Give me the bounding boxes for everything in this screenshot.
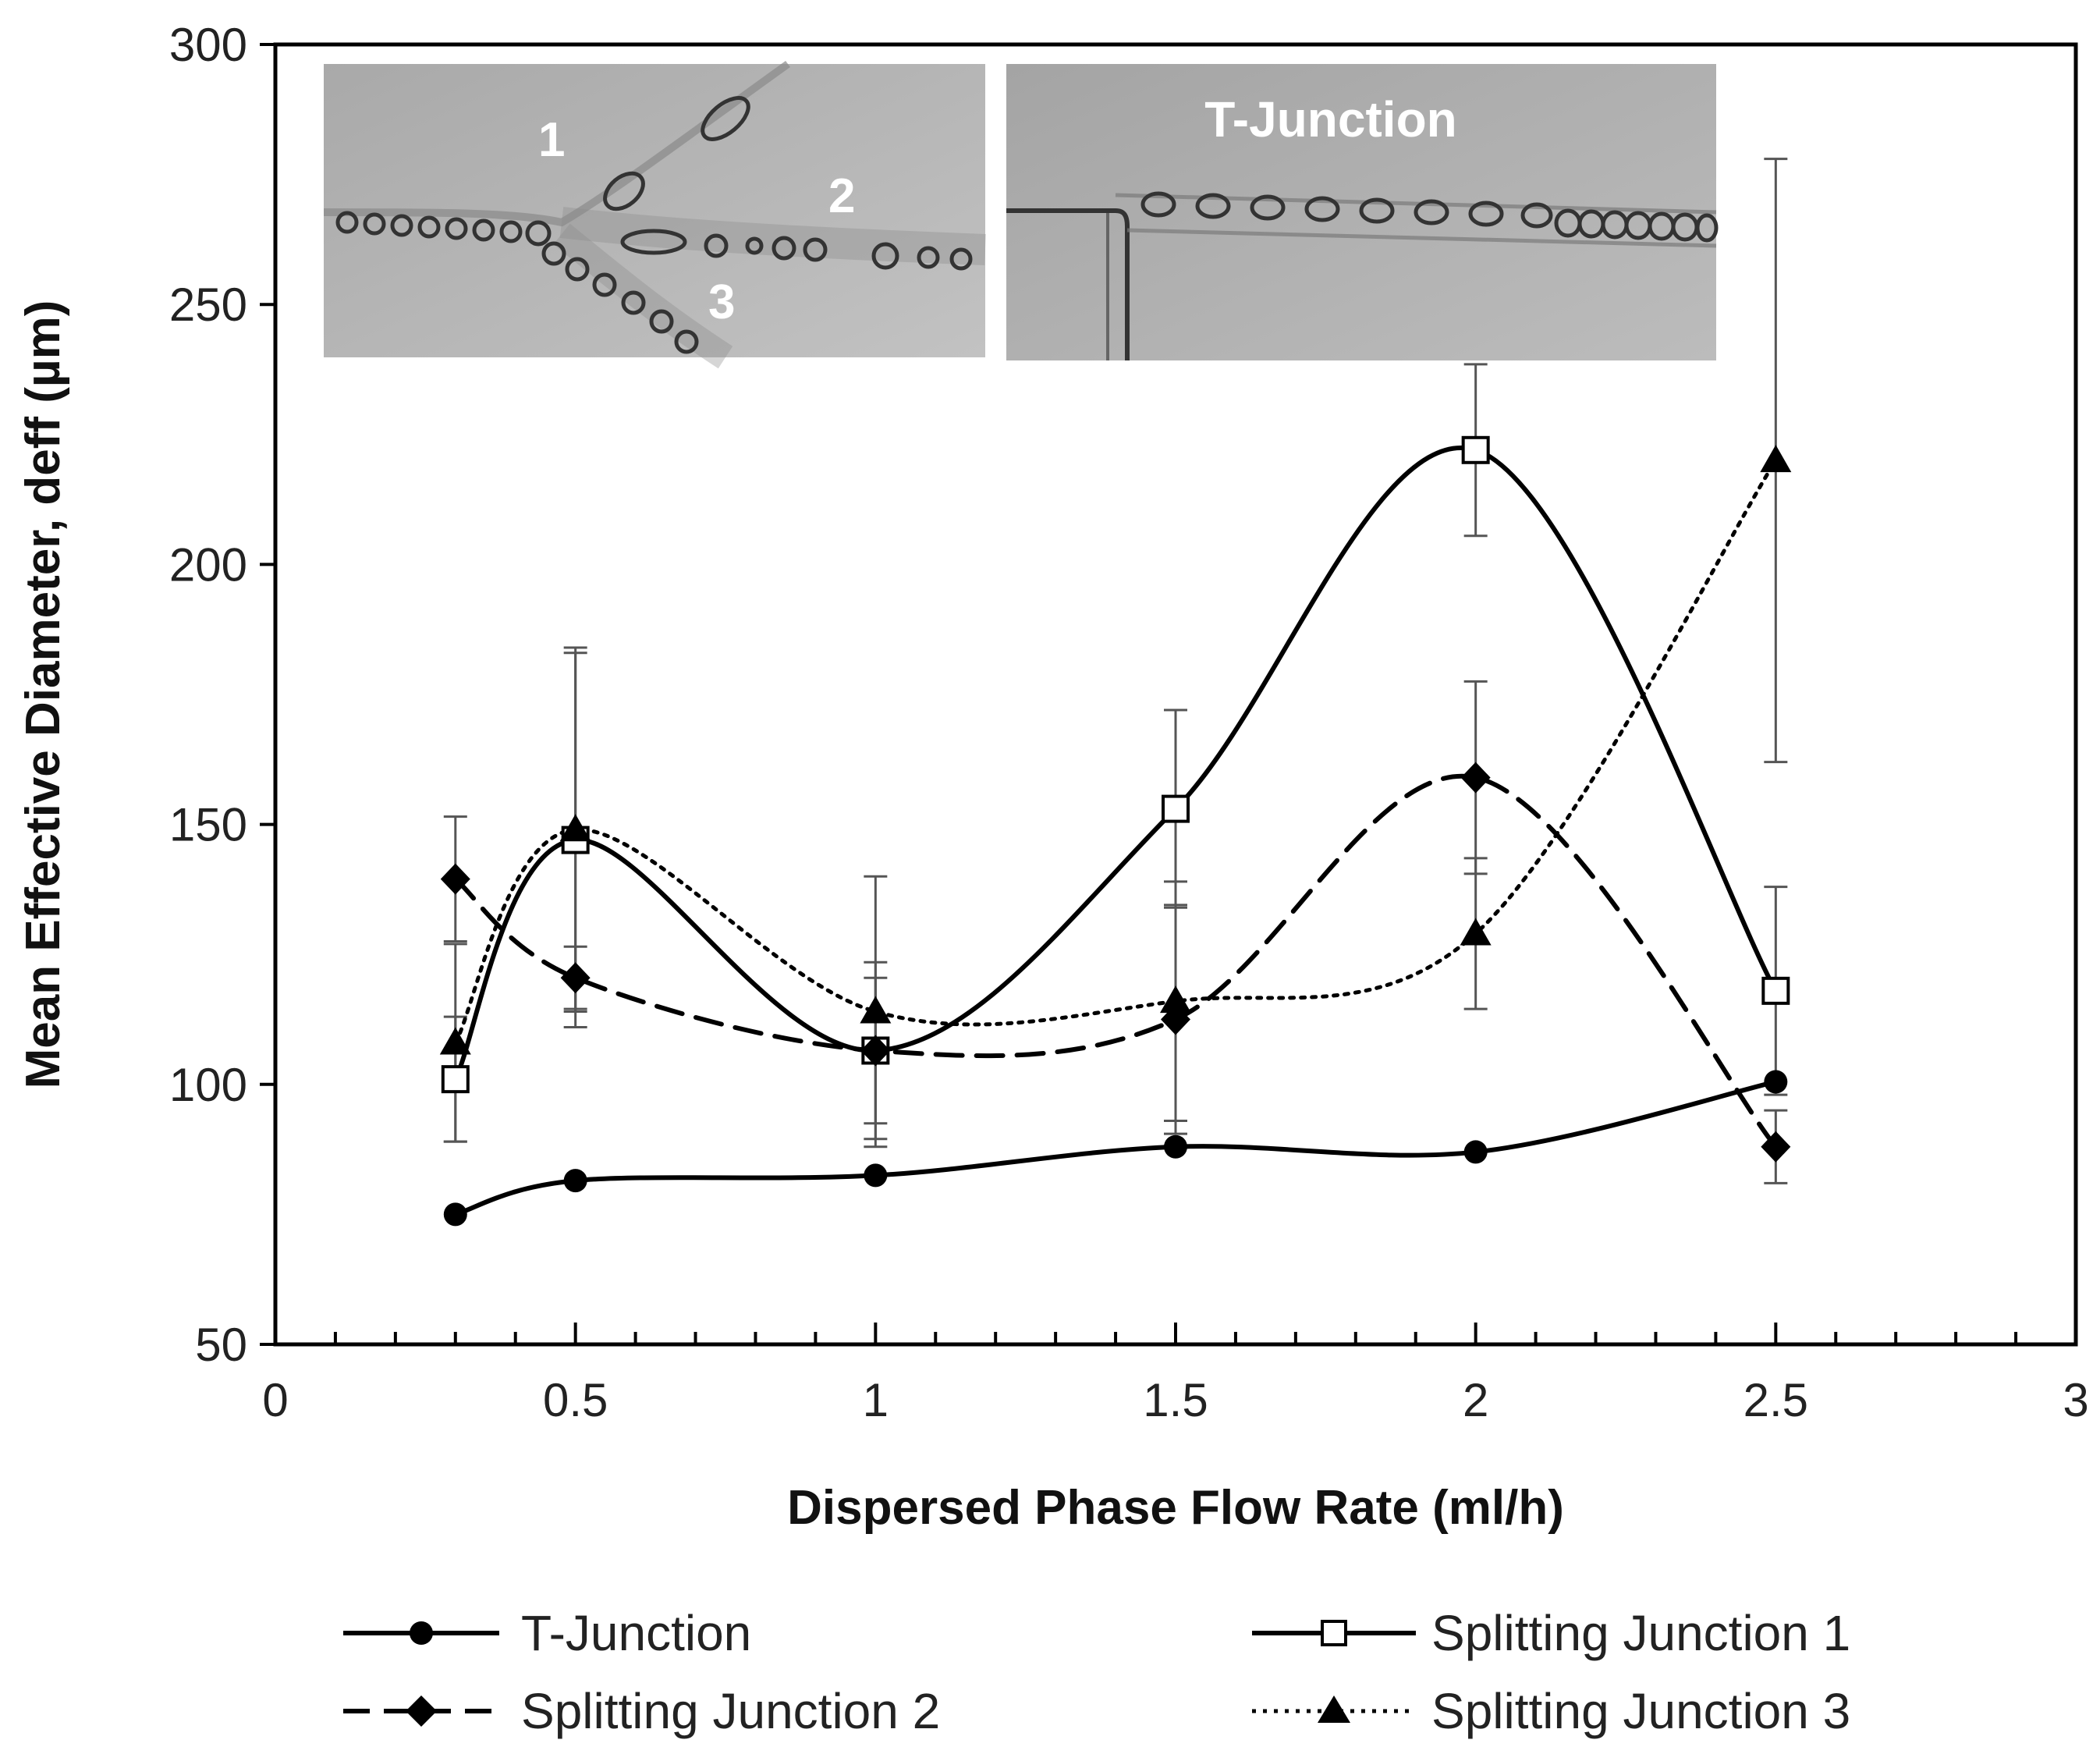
legend: T-Junction Splitting Junction 1 Splittin… (343, 1605, 1850, 1739)
inset-label-1: 1 (538, 113, 565, 167)
series-line-splitting-junction-2 (452, 773, 1779, 1149)
legend-label-splitting-junction-2: Splitting Junction 2 (521, 1683, 940, 1739)
legend-item-splitting-junction-1: Splitting Junction 1 (1252, 1605, 1850, 1661)
data-point-t-junction (1463, 1140, 1488, 1164)
inset-label-t-junction: T-Junction (1204, 91, 1457, 147)
x-tick-label: 0.5 (543, 1374, 608, 1426)
y-tick-label: 250 (169, 279, 247, 331)
data-point-splitting-junction-2 (1460, 762, 1491, 794)
x-tick-label: 1.5 (1143, 1374, 1208, 1426)
legend-item-t-junction: T-Junction (343, 1605, 751, 1661)
y-tick-label: 100 (169, 1059, 247, 1111)
y-tick-label: 150 (169, 799, 247, 851)
x-tick-label: 1 (863, 1374, 889, 1426)
inset-label-3: 3 (708, 275, 735, 329)
x-axis-title: Dispersed Phase Flow Rate (ml/h) (787, 1481, 1564, 1535)
legend-label-splitting-junction-1: Splitting Junction 1 (1431, 1605, 1850, 1661)
x-tick-label: 2.5 (1743, 1374, 1808, 1426)
legend-marker-splitting-junction-1 (1321, 1620, 1347, 1646)
y-axis-ticks: 50 100 150 200 250 300 (169, 19, 275, 1371)
legend-label-splitting-junction-3: Splitting Junction 3 (1431, 1683, 1850, 1739)
y-tick-label: 300 (169, 19, 247, 71)
data-point-splitting-junction-2 (560, 962, 591, 994)
data-point-t-junction (1164, 1134, 1187, 1159)
series-markers (439, 435, 1792, 1227)
data-point-splitting-junction-3 (439, 1027, 471, 1055)
legend-marker-t-junction (410, 1621, 433, 1645)
x-tick-label: 2 (1463, 1374, 1488, 1426)
data-point-splitting-junction-2 (1761, 1131, 1791, 1163)
data-point-t-junction (1764, 1070, 1788, 1094)
data-point-splitting-junction-3 (559, 814, 591, 842)
data-point-splitting-junction-2 (860, 1035, 891, 1067)
legend-label-t-junction: T-Junction (521, 1605, 751, 1661)
x-axis-ticks: 0 0.5 1 1.5 2 2.5 3 (262, 1323, 2089, 1426)
legend-marker-splitting-junction-2 (406, 1695, 437, 1727)
data-point-splitting-junction-2 (440, 863, 470, 895)
inset-label-2: 2 (828, 169, 855, 223)
data-point-splitting-junction-1 (441, 1065, 470, 1094)
legend-item-splitting-junction-2: Splitting Junction 2 (343, 1683, 940, 1739)
inset-t-junction-photo: T-Junction (1006, 64, 1719, 360)
data-point-splitting-junction-3 (1760, 445, 1792, 473)
data-point-t-junction (563, 1169, 587, 1193)
series-line-t-junction (452, 1079, 1779, 1217)
legend-item-splitting-junction-3: Splitting Junction 3 (1252, 1683, 1850, 1739)
legend-marker-splitting-junction-3 (1318, 1695, 1350, 1723)
data-point-splitting-junction-1 (1461, 435, 1490, 464)
y-tick-label: 200 (169, 538, 247, 591)
data-point-splitting-junction-1 (1761, 976, 1790, 1005)
data-point-splitting-junction-3 (1160, 985, 1191, 1014)
y-tick-label: 50 (195, 1319, 247, 1371)
x-tick-label: 0 (262, 1374, 288, 1426)
error-bars (443, 158, 1788, 1184)
data-point-splitting-junction-3 (860, 996, 892, 1024)
data-point-splitting-junction-3 (1460, 918, 1492, 946)
inset-splitting-junction-photo: 1 2 3 (323, 60, 986, 369)
y-axis-title: Mean Effective Diameter, deff (µm) (16, 300, 70, 1089)
data-point-t-junction (443, 1202, 467, 1227)
data-point-splitting-junction-1 (1162, 794, 1190, 823)
data-point-t-junction (864, 1163, 888, 1188)
x-tick-label: 3 (2063, 1374, 2088, 1426)
